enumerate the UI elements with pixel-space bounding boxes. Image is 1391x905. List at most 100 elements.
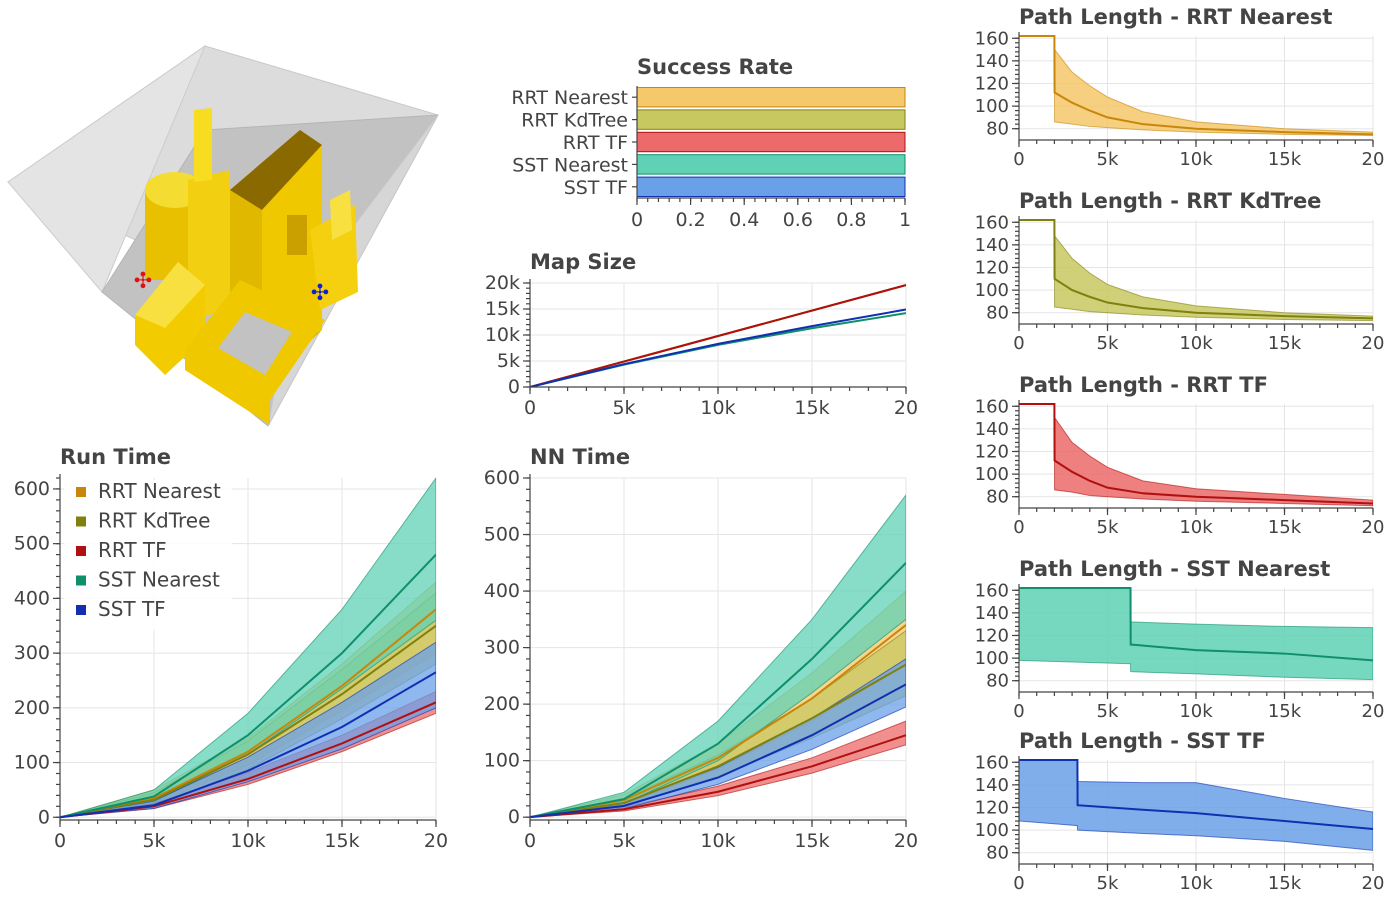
series-line-sst_nearest <box>1019 587 1373 662</box>
series-line-rrt_tf <box>530 734 906 819</box>
y-tick-label: 140 <box>975 603 1009 624</box>
chart-title: Success Rate <box>637 55 793 79</box>
series-line-sst_tf <box>60 671 436 819</box>
y-tick-label: 400 <box>484 580 520 602</box>
x-tick-label: 5k <box>612 830 635 852</box>
x-tick-label: 20 <box>1362 149 1385 170</box>
legend: RRT Nearest RRT KdTree RRT TF SST Nearest SS… <box>64 479 232 630</box>
y-tick-label: 160 <box>975 396 1009 417</box>
chart-title: Path Length - RRT Nearest <box>1019 5 1332 29</box>
x-tick-label: 15k <box>1268 333 1302 354</box>
y-tick-label: 120 <box>975 797 1009 818</box>
x-tick-label: 0 <box>524 830 536 852</box>
map-size-chart: 0 5k 10k 15k 20 0 5k 10k 15k 20k Map Size <box>485 250 918 419</box>
y-tick-label: RRT KdTree <box>521 110 628 132</box>
y-tick-label: 0 <box>508 376 520 398</box>
series-line-rrt_nearest <box>60 608 436 819</box>
series-band-rrt_nearest <box>1019 35 1373 136</box>
y-tick-label: 120 <box>975 73 1009 94</box>
x-tick-label: 15k <box>1268 517 1302 538</box>
x-tick-label: 0 <box>1013 873 1024 894</box>
series-line-sst_nearest <box>60 553 436 819</box>
series-line-rrt_nearest <box>1019 35 1373 136</box>
y-tick-label: 5k <box>497 350 520 372</box>
y-tick-label: 600 <box>14 478 50 500</box>
y-tick-label: 300 <box>484 637 520 659</box>
x-tick-label: 20 <box>424 830 448 852</box>
y-tick-label: 200 <box>14 697 50 719</box>
x-tick-label: 20 <box>1362 701 1385 722</box>
y-tick-label: 80 <box>986 119 1009 140</box>
x-tick-label: 15k <box>794 830 829 852</box>
environment-scene: ✣ ✣ <box>6 44 439 427</box>
chart-title: Map Size <box>530 250 636 274</box>
x-tick-label: 0.4 <box>729 209 759 231</box>
y-tick-label: 500 <box>14 533 50 555</box>
x-tick-label: 0 <box>1013 149 1024 170</box>
plot-area <box>530 284 906 387</box>
y-tick-label: SST TF <box>564 177 628 199</box>
series-line-sst_tf <box>1019 759 1373 830</box>
bar-rrt_kdtree <box>636 109 906 130</box>
x-tick-label: 5k <box>1097 149 1119 170</box>
legend-swatch-rrt_kdtree <box>76 516 86 527</box>
legend-label-rrt_tf: RRT TF <box>98 538 167 562</box>
series-line-rrt_tf <box>530 284 906 387</box>
series-line-rrt_kdtree <box>1019 219 1373 320</box>
x-tick-label: 10k <box>1179 149 1213 170</box>
series-line-rrt_tf <box>1019 403 1373 505</box>
x-tick-label: 10k <box>700 397 735 419</box>
legend-swatch-sst_tf <box>76 605 86 615</box>
series-band-sst_nearest <box>530 494 906 818</box>
plot-area <box>60 477 436 819</box>
x-tick-label: 5k <box>1097 333 1119 354</box>
y-tick-label: 600 <box>484 467 520 489</box>
series-band-sst_tf <box>1019 759 1373 851</box>
series-line-rrt_kdtree <box>60 624 436 819</box>
legend-swatch-rrt_nearest <box>76 487 86 497</box>
y-tick-label: 80 <box>986 843 1009 864</box>
chart-title: Path Length - RRT KdTree <box>1019 189 1321 213</box>
y-tick-label: 100 <box>975 464 1009 485</box>
y-tick-label: 120 <box>975 257 1009 278</box>
bar-sst_tf <box>636 176 906 198</box>
y-tick-label: 20k <box>485 272 520 294</box>
bar-rrt_nearest <box>636 87 906 108</box>
x-tick-label: 5k <box>612 397 635 419</box>
plot-area <box>1019 587 1373 681</box>
x-tick-label: 20 <box>894 830 918 852</box>
x-tick-label: 0 <box>54 830 66 852</box>
series-line-sst_tf <box>530 308 906 387</box>
y-tick-label: 0 <box>38 806 50 828</box>
y-tick-label: 140 <box>975 51 1009 72</box>
x-tick-label: 0 <box>1013 517 1024 538</box>
y-tick-label: 160 <box>975 212 1009 233</box>
x-tick-label: 15k <box>1268 701 1302 722</box>
x-tick-label: 10k <box>1179 873 1213 894</box>
chart-title: Path Length - SST Nearest <box>1019 557 1330 581</box>
plot-area <box>1019 759 1373 851</box>
y-tick-label: 0 <box>508 806 520 828</box>
obstacle-tower-left-spire <box>194 108 212 182</box>
x-tick-label: 5k <box>1097 517 1119 538</box>
goal-quadrotor-icon: ✣ <box>311 281 329 306</box>
x-tick-label: 5k <box>142 830 165 852</box>
x-tick-label: 10k <box>1179 701 1213 722</box>
x-tick-label: 15k <box>1268 149 1302 170</box>
series-line-sst_nearest <box>530 562 906 819</box>
x-tick-label: 20 <box>894 397 918 419</box>
obstacle-box-top <box>135 262 205 328</box>
bar-sst_nearest <box>636 154 906 175</box>
y-tick-label: 120 <box>975 441 1009 462</box>
x-tick-label: 20 <box>1362 873 1385 894</box>
obstacle-frame-hole <box>218 312 292 375</box>
y-tick-label: 100 <box>975 96 1009 117</box>
legend-label-rrt_nearest: RRT Nearest <box>98 479 221 503</box>
x-tick-label: 10k <box>700 830 735 852</box>
y-tick-label: 200 <box>484 693 520 715</box>
